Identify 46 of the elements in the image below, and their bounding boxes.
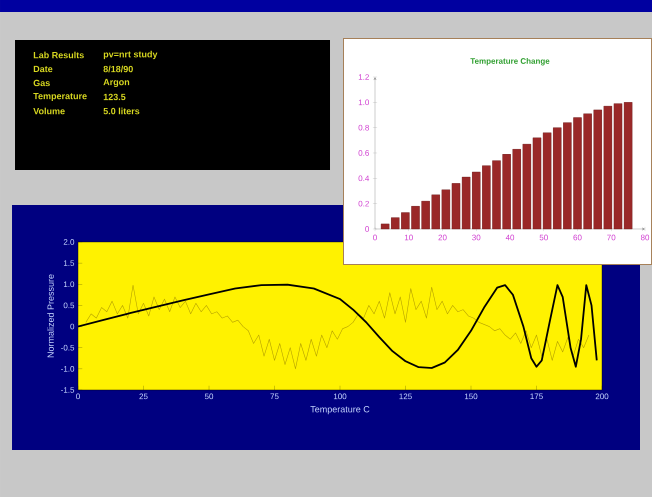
x-tick-label: 125 [399, 394, 412, 400]
text: 8/18/90 [103, 66, 133, 72]
text: Argon [103, 78, 130, 88]
y-tick-label: 0 [365, 226, 370, 232]
text: 123.5 [104, 94, 126, 100]
x-tick-label: 25 [139, 394, 148, 400]
text: Gas [34, 80, 50, 86]
x-tick-label: 100 [334, 394, 346, 400]
y-tick-label: 0 [70, 324, 74, 330]
text: Volume [33, 108, 65, 114]
x-tick-label: 10 [404, 234, 413, 240]
y-tick-label: -0.5 [61, 344, 74, 351]
x-tick-label: 30 [472, 234, 480, 240]
text: Temperature [33, 92, 87, 102]
x-tick-label: 70 [607, 234, 616, 240]
y-tick-label: 0.2 [358, 200, 369, 206]
x-tick-label: 0 [76, 394, 80, 400]
x-axis-title: Temperature C [310, 406, 370, 414]
x-tick-label: 80 [640, 234, 650, 240]
chart-title: Temperature Change [470, 58, 550, 66]
text: 5.0 liters [103, 108, 140, 114]
x-tick-label: 50 [540, 234, 548, 240]
y-tick-label: 1.2 [358, 74, 369, 80]
y-tick-label: 1.0 [64, 281, 74, 288]
x-tick-label: 40 [506, 234, 514, 240]
y-tick-label: 1.5 [64, 260, 74, 266]
text: Date [34, 66, 52, 72]
y-tick-label: -1.0 [61, 366, 74, 372]
y-tick-label: 1.0 [358, 99, 370, 106]
y-tick-label: 0.8 [358, 124, 369, 130]
x-tick-label: 20 [438, 234, 447, 240]
text: Lab Results [34, 52, 84, 58]
x-tick-label: 0 [373, 234, 377, 240]
y-tick-label: 0.6 [358, 150, 369, 156]
x-tick-label: 200 [596, 394, 608, 400]
y-axis-title: Normalized Pressure [47, 274, 54, 358]
x-tick-label: 175 [530, 394, 543, 400]
x-tick-label: 60 [573, 234, 582, 240]
y-tick-label: 2.0 [64, 239, 74, 245]
y-tick-label: -1.5 [61, 387, 74, 393]
y-tick-label: 0.5 [64, 302, 74, 308]
y-tick-label: 0.4 [358, 175, 370, 182]
x-tick-label: 50 [204, 394, 214, 400]
x-tick-label: 150 [464, 394, 478, 400]
x-tick-label: 75 [270, 394, 279, 400]
text: pv=nrt study [104, 50, 158, 60]
